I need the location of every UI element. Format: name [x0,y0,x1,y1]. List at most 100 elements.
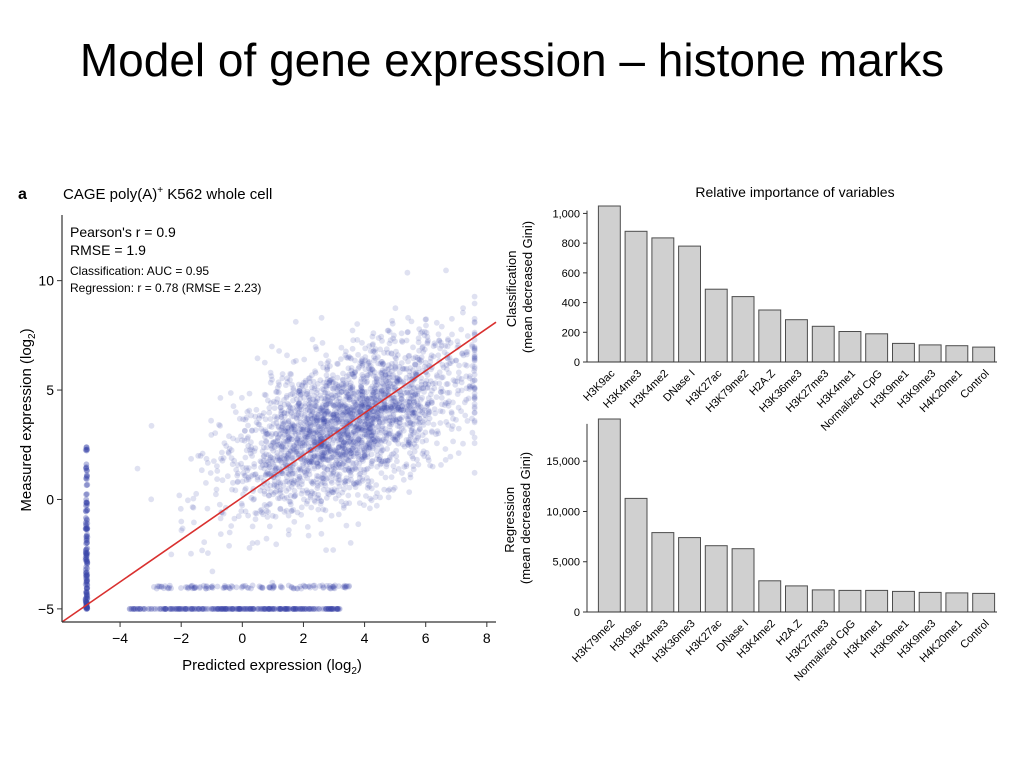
bar-normalized-cpg [838,589,862,613]
scatter-point [391,394,397,401]
scatter-point [324,420,331,426]
scatter-point [340,460,347,467]
scatter-point [368,458,375,465]
bar-h2a-z [785,585,808,613]
scatter-point [325,400,332,407]
scatter-point [315,506,322,513]
scatter-point [429,429,435,436]
scatter-point [349,383,356,390]
scatter-point [335,431,342,438]
scatter-point [365,444,372,451]
scatter-point [268,454,274,461]
scatter-point [251,463,258,470]
scatter-point [399,365,406,372]
scatter-point [425,400,432,407]
scatter-point [300,440,306,446]
scatter-point [414,456,420,463]
scatter-point [356,474,363,481]
scatter-point [383,435,390,442]
scatter-point [242,416,249,423]
scatter-point [288,508,295,514]
scatter-point [341,428,347,435]
scatter-point [324,445,330,451]
scatter-point [377,461,384,468]
scatter-point [418,381,425,388]
scatter-point [471,395,478,402]
scatter-point [190,495,197,502]
scatter-point [332,462,339,468]
scatter-point [291,518,298,525]
scatter-point [272,457,279,464]
scatter-point [245,512,252,519]
scatter-point [284,469,291,476]
scatter-point [351,428,358,435]
scatter-point [356,500,363,506]
scatter-point [408,402,414,409]
scatter-point [270,447,277,454]
scatter-point [248,412,255,419]
scatter-point [446,370,452,376]
scatter-point [420,385,426,392]
scatter-point [386,329,393,335]
scatter-point [344,388,351,394]
bar-h3k9ac [597,205,621,363]
scatter-point [355,399,361,406]
scatter-point [315,412,322,418]
scatter-point [266,464,273,471]
scatter-point [375,405,382,411]
scatter-point [336,440,343,447]
scatter-point [257,487,264,494]
scatter-point [347,465,354,472]
scatter-point [330,463,337,470]
scatter-point [239,437,246,443]
scatter-point [249,453,256,459]
scatter-point [373,409,380,415]
scatter-point [396,377,403,383]
scatter-point [390,486,397,493]
scatter-point [235,606,242,612]
scatter-point [350,407,357,413]
scatter-point [301,356,308,363]
scatter-point [341,502,347,509]
scatter-point [274,606,280,612]
scatter-point [335,413,342,420]
scatter-point [361,467,367,473]
scatter-point [269,579,276,586]
scatter-point [343,418,350,425]
scatter-point [190,504,197,511]
bar-h4k20me1 [945,592,969,613]
scatter-point [217,395,224,401]
scatter-point [360,373,367,380]
scatter-point [301,457,308,463]
scatter-point [376,436,382,442]
scatter-point [258,464,264,471]
scatter-point [349,466,356,473]
scatter-point [357,396,364,403]
scatter-point [428,352,435,359]
scatter-point [238,433,244,440]
scatter-point [250,472,256,478]
scatter-point [458,408,464,415]
scatter-point [362,454,369,461]
scatter-point [471,347,478,354]
scatter-point [407,365,414,371]
regression-x-labels: H3K79me2H3K9acH3K4me3H3K36me3H3K27acDNas… [570,617,992,683]
scatter-point [319,456,326,463]
scatter-point [407,450,413,456]
scatter-point [298,490,305,497]
scatter-point [421,417,428,423]
scatter-point [353,459,360,466]
scatter-point [369,342,376,348]
scatter-point [463,373,470,380]
scatter-point [385,487,392,494]
scatter-point [471,357,478,364]
scatter-point [385,386,392,393]
scatter-point [325,443,332,450]
scatter-point [273,465,280,471]
scatter-point [323,495,330,501]
scatter-point [414,384,421,390]
scatter-point [312,406,318,413]
scatter-point [322,418,329,425]
scatter-point [329,379,336,386]
scatter-point [345,432,352,439]
